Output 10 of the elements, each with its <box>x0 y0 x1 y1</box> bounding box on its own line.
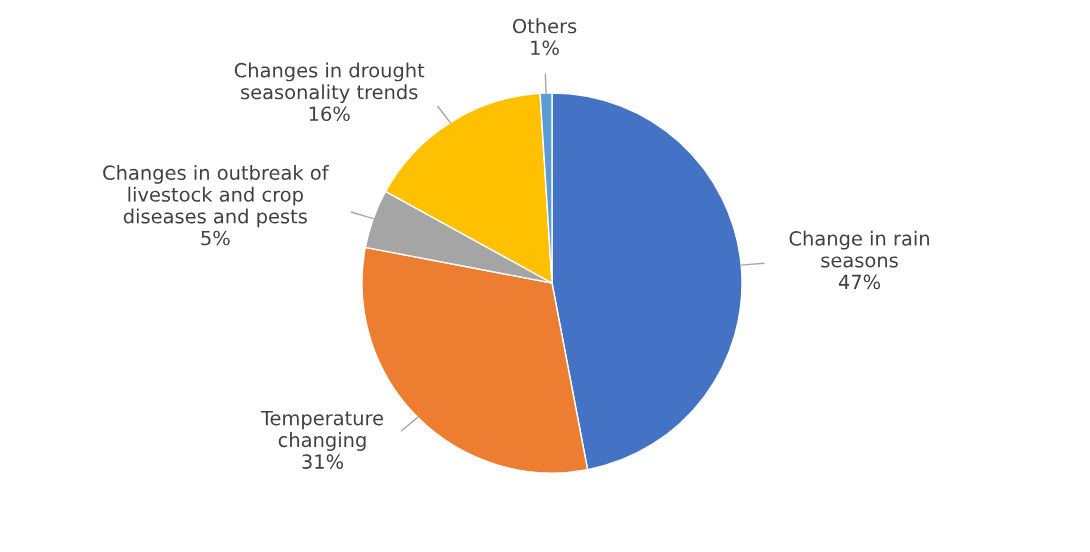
slice-label: Others <box>512 18 577 34</box>
data-label: 16% <box>309 106 350 122</box>
slice-label: Changes in drought seasonality trends <box>234 62 425 104</box>
slice-label: Changes in outbreak of livestock and crop diseases and pests <box>103 164 329 228</box>
data-label: 1% <box>531 40 559 56</box>
slice-label: Change in rain seasons <box>789 230 929 268</box>
data-label: 31% <box>302 454 344 469</box>
data-label: 47% <box>838 274 881 290</box>
data-label: 5% <box>201 230 230 246</box>
slice-label: Temperature changing <box>260 410 384 451</box>
